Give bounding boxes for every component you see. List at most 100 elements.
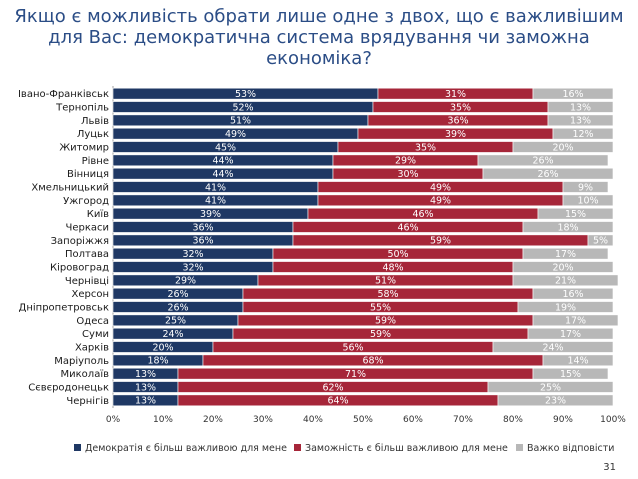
data-label: 5%: [593, 236, 608, 247]
data-label: 16%: [562, 289, 583, 300]
data-label: 29%: [395, 156, 416, 167]
bar-segment-hard: [542, 354, 614, 367]
bar-segment-hard: [552, 127, 614, 140]
data-label: 26%: [537, 169, 558, 180]
category-label: Черкаси: [65, 223, 109, 234]
data-label: 13%: [570, 116, 591, 127]
data-label: 32%: [182, 262, 203, 273]
category-label: Тернопіль: [55, 102, 109, 114]
bar-segment-hard: [547, 101, 614, 113]
data-label: 13%: [570, 102, 591, 113]
category-label: Суми: [82, 329, 109, 340]
category-label: Сєвєродонецьк: [28, 383, 109, 394]
data-label: 51%: [375, 276, 396, 287]
data-label: 17%: [565, 316, 586, 327]
data-label: 45%: [215, 142, 236, 153]
data-label: 36%: [192, 236, 213, 247]
category-label: Ужгород: [63, 196, 109, 207]
data-label: 10%: [577, 196, 598, 207]
data-label: 26%: [167, 289, 188, 300]
data-label: 56%: [342, 342, 363, 353]
x-tick-label: 20%: [203, 415, 223, 425]
data-label: 13%: [135, 396, 156, 407]
bar-segment-hard: [562, 194, 614, 207]
data-label: 64%: [327, 396, 348, 407]
data-label: 41%: [205, 196, 226, 207]
data-label: 13%: [135, 382, 156, 393]
x-tick-label: 50%: [353, 415, 373, 425]
bar-segment-hard: [497, 394, 614, 407]
data-label: 49%: [430, 182, 451, 193]
bar-segment-hard: [512, 261, 614, 273]
data-label: 36%: [192, 222, 213, 233]
category-label: Маріуполь: [54, 355, 109, 367]
legend-item-wealth: Заможність є більш важливою для мене: [294, 443, 508, 454]
bar-segment-hard: [532, 87, 614, 100]
data-label: 20%: [552, 142, 573, 153]
data-label: 48%: [382, 262, 403, 273]
category-label: Миколаїв: [61, 369, 110, 380]
data-label: 51%: [230, 116, 251, 127]
data-label: 44%: [212, 156, 233, 167]
bar-segment-hard: [587, 234, 614, 247]
data-label: 30%: [397, 169, 418, 180]
data-label: 20%: [552, 262, 573, 273]
data-label: 59%: [430, 236, 451, 247]
legend-swatch-wealth: [294, 444, 301, 451]
page-number: 31: [603, 462, 616, 473]
category-label: Луцьк: [77, 129, 109, 140]
data-label: 18%: [557, 222, 578, 233]
x-tick-label: 40%: [303, 415, 323, 425]
category-label: Житомир: [59, 143, 109, 154]
legend-item-hard: Важко відповісти: [516, 443, 614, 454]
bar-segment-hard: [547, 114, 614, 127]
data-label: 25%: [540, 382, 561, 393]
data-label: 14%: [567, 356, 588, 367]
data-label: 35%: [415, 142, 436, 153]
data-label: 39%: [445, 129, 466, 140]
title-line-3: економіка?: [266, 48, 372, 69]
x-tick-label: 90%: [553, 415, 573, 425]
data-label: 18%: [147, 356, 168, 367]
category-label: Дніпропетровськ: [19, 302, 109, 314]
data-label: 52%: [232, 102, 253, 113]
category-label: Харків: [75, 342, 109, 354]
data-label: 46%: [412, 209, 433, 220]
legend-label-democracy: Демократія є більш важливою для мене: [85, 443, 287, 454]
data-label: 55%: [370, 302, 391, 313]
category-label: Полтава: [65, 249, 109, 260]
data-label: 13%: [135, 369, 156, 380]
data-label: 53%: [235, 89, 256, 100]
category-label: Івано-Франківськ: [18, 88, 109, 100]
data-label: 26%: [532, 156, 553, 167]
data-label: 31%: [445, 89, 466, 100]
bar-segment-hard: [532, 287, 614, 300]
data-label: 23%: [545, 396, 566, 407]
bar-segment-hard: [522, 247, 609, 260]
bar-segment-hard: [512, 141, 614, 153]
category-label: Вінниця: [67, 168, 109, 180]
data-label: 24%: [542, 342, 563, 353]
data-label: 25%: [165, 316, 186, 327]
legend-swatch-democracy: [74, 444, 81, 451]
data-label: 71%: [345, 369, 366, 380]
category-label: Кіровоград: [50, 262, 109, 274]
bar-segment-hard: [482, 167, 614, 180]
data-label: 68%: [362, 356, 383, 367]
bar-segment-hard: [492, 341, 614, 353]
data-label: 59%: [370, 329, 391, 340]
data-label: 46%: [397, 222, 418, 233]
data-label: 44%: [212, 169, 233, 180]
legend-item-democracy: Демократія є більш важливою для мене: [74, 443, 287, 454]
data-label: 62%: [322, 382, 343, 393]
data-label: 32%: [182, 249, 203, 260]
x-tick-label: 100%: [600, 415, 626, 425]
data-label: 36%: [447, 116, 468, 127]
bar-segment-hard: [512, 274, 619, 287]
data-label: 12%: [572, 129, 593, 140]
x-tick-label: 80%: [503, 415, 523, 425]
data-label: 20%: [152, 342, 173, 353]
category-label: Херсон: [71, 289, 109, 300]
bar-segment-hard: [522, 221, 614, 233]
